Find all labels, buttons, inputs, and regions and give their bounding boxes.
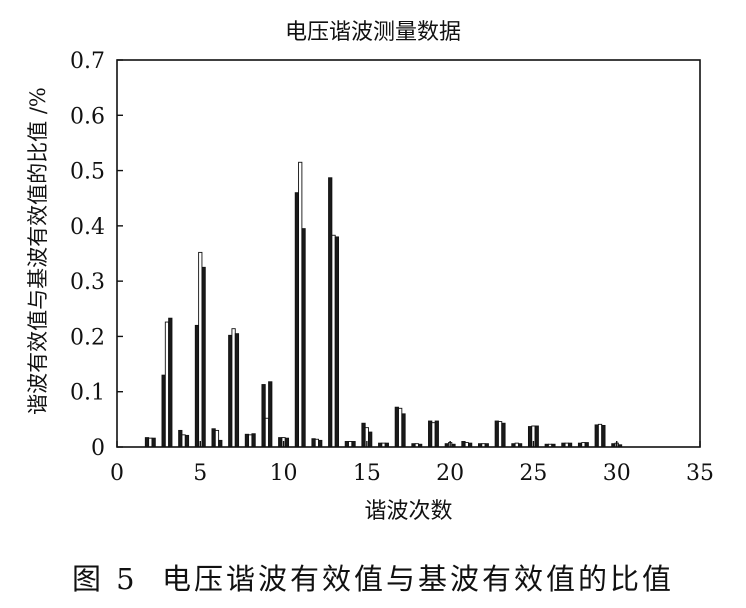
bar-order-11-s1 xyxy=(294,192,300,448)
bar-order-14-s1 xyxy=(344,441,349,448)
bar-order-3-s3 xyxy=(168,317,173,448)
bar-order-8-s3 xyxy=(251,433,256,448)
bar-order-14-s3 xyxy=(351,441,356,448)
figure-caption: 图 5 电压谐波有效值与基波有效值的比值 xyxy=(71,562,675,596)
y-tick-label-4: 0.4 xyxy=(70,215,105,240)
bar-order-15-s1 xyxy=(361,422,366,448)
bar-order-29-s3 xyxy=(601,424,606,448)
bar-order-25-s1 xyxy=(527,426,533,448)
y-tick-label-5: 0.5 xyxy=(70,160,105,185)
bar-order-13-s2 xyxy=(331,234,336,448)
x-axis-label: 谐波次数 xyxy=(364,499,453,524)
bar-order-2-s1 xyxy=(144,437,150,448)
bar-order-19-s2 xyxy=(431,422,436,448)
bar-order-15-s3 xyxy=(368,431,373,448)
bar-order-9-s1 xyxy=(261,384,266,448)
x-tick-label-10: 10 xyxy=(270,461,298,486)
bar-order-11-s2 xyxy=(298,161,303,448)
bars-layer xyxy=(144,161,623,448)
bar-order-23-s2 xyxy=(498,421,503,448)
bar-order-6-s2 xyxy=(214,429,220,448)
chart-title: 电压谐波测量数据 xyxy=(284,20,461,45)
y-tick-label-2: 0.2 xyxy=(70,325,105,350)
bar-order-5-s3 xyxy=(201,266,206,448)
bar-order-7-s3 xyxy=(234,333,240,448)
bar-order-19-s1 xyxy=(428,420,433,448)
bar-order-8-s2 xyxy=(248,434,253,448)
bar-order-5-s1 xyxy=(194,324,200,448)
bar-order-7-s2 xyxy=(231,328,236,448)
bar-order-12-s1 xyxy=(311,438,316,448)
bar-order-6-s3 xyxy=(218,439,223,448)
y-axis-label: 谐波有效值与基波有效值的比值 /% xyxy=(26,87,50,415)
x-tick-label-25: 25 xyxy=(519,461,547,486)
bar-order-29-s2 xyxy=(597,423,603,448)
bar-order-10-s3 xyxy=(284,437,290,448)
bar-order-4-s2 xyxy=(181,434,186,448)
bar-order-25-s3 xyxy=(534,425,539,448)
x-tick-label-15: 15 xyxy=(353,461,381,486)
x-tick-label-30: 30 xyxy=(603,461,631,486)
ticks-layer: 0 5 10 15 20 25 30 35 0 0.1 0.2 0.3 0.4 0.5 0.6 0.7 xyxy=(70,49,714,486)
plot-frame xyxy=(116,59,701,448)
bar-order-19-s3 xyxy=(434,420,439,448)
bar-order-11-s3 xyxy=(301,228,306,448)
bar-order-4-s3 xyxy=(184,434,190,448)
bar-order-17-s3 xyxy=(401,413,406,448)
bar-order-21-s1 xyxy=(461,441,466,448)
bar-order-17-s2 xyxy=(398,407,403,448)
bar-order-12-s2 xyxy=(314,438,320,448)
x-tick-label-20: 20 xyxy=(436,461,464,486)
y-tick-label-7: 0.7 xyxy=(70,49,105,74)
bar-order-9-s3 xyxy=(268,381,273,448)
bar-order-3-s2 xyxy=(164,321,170,448)
bar-order-10-s1 xyxy=(278,437,283,448)
bar-order-6-s1 xyxy=(211,428,216,448)
x-tick-label-0: 0 xyxy=(110,461,124,486)
bar-order-4-s1 xyxy=(178,429,183,448)
bar-order-23-s3 xyxy=(501,422,506,448)
bar-order-8-s1 xyxy=(244,433,250,448)
x-tick-label-5: 5 xyxy=(193,461,207,486)
bar-order-9-s2 xyxy=(264,417,270,448)
y-tick-label-6: 0.6 xyxy=(70,104,105,129)
bar-order-17-s1 xyxy=(394,406,399,448)
y-tick-label-3: 0.3 xyxy=(70,270,105,295)
bar-order-13-s3 xyxy=(334,236,339,448)
bar-order-2-s2 xyxy=(148,437,153,448)
bar-order-2-s3 xyxy=(151,437,156,448)
bar-order-7-s1 xyxy=(228,334,233,448)
bar-order-12-s3 xyxy=(318,439,323,448)
y-tick-label-0: 0 xyxy=(91,436,105,461)
bar-order-23-s1 xyxy=(494,420,499,448)
bar-order-29-s1 xyxy=(594,424,599,448)
bar-order-3-s1 xyxy=(161,374,166,448)
y-tick-label-1: 0.1 xyxy=(70,381,105,406)
bar-order-13-s1 xyxy=(328,177,333,448)
x-tick-label-35: 35 xyxy=(686,461,714,486)
bar-order-5-s2 xyxy=(198,251,203,448)
bar-order-14-s2 xyxy=(348,441,353,448)
